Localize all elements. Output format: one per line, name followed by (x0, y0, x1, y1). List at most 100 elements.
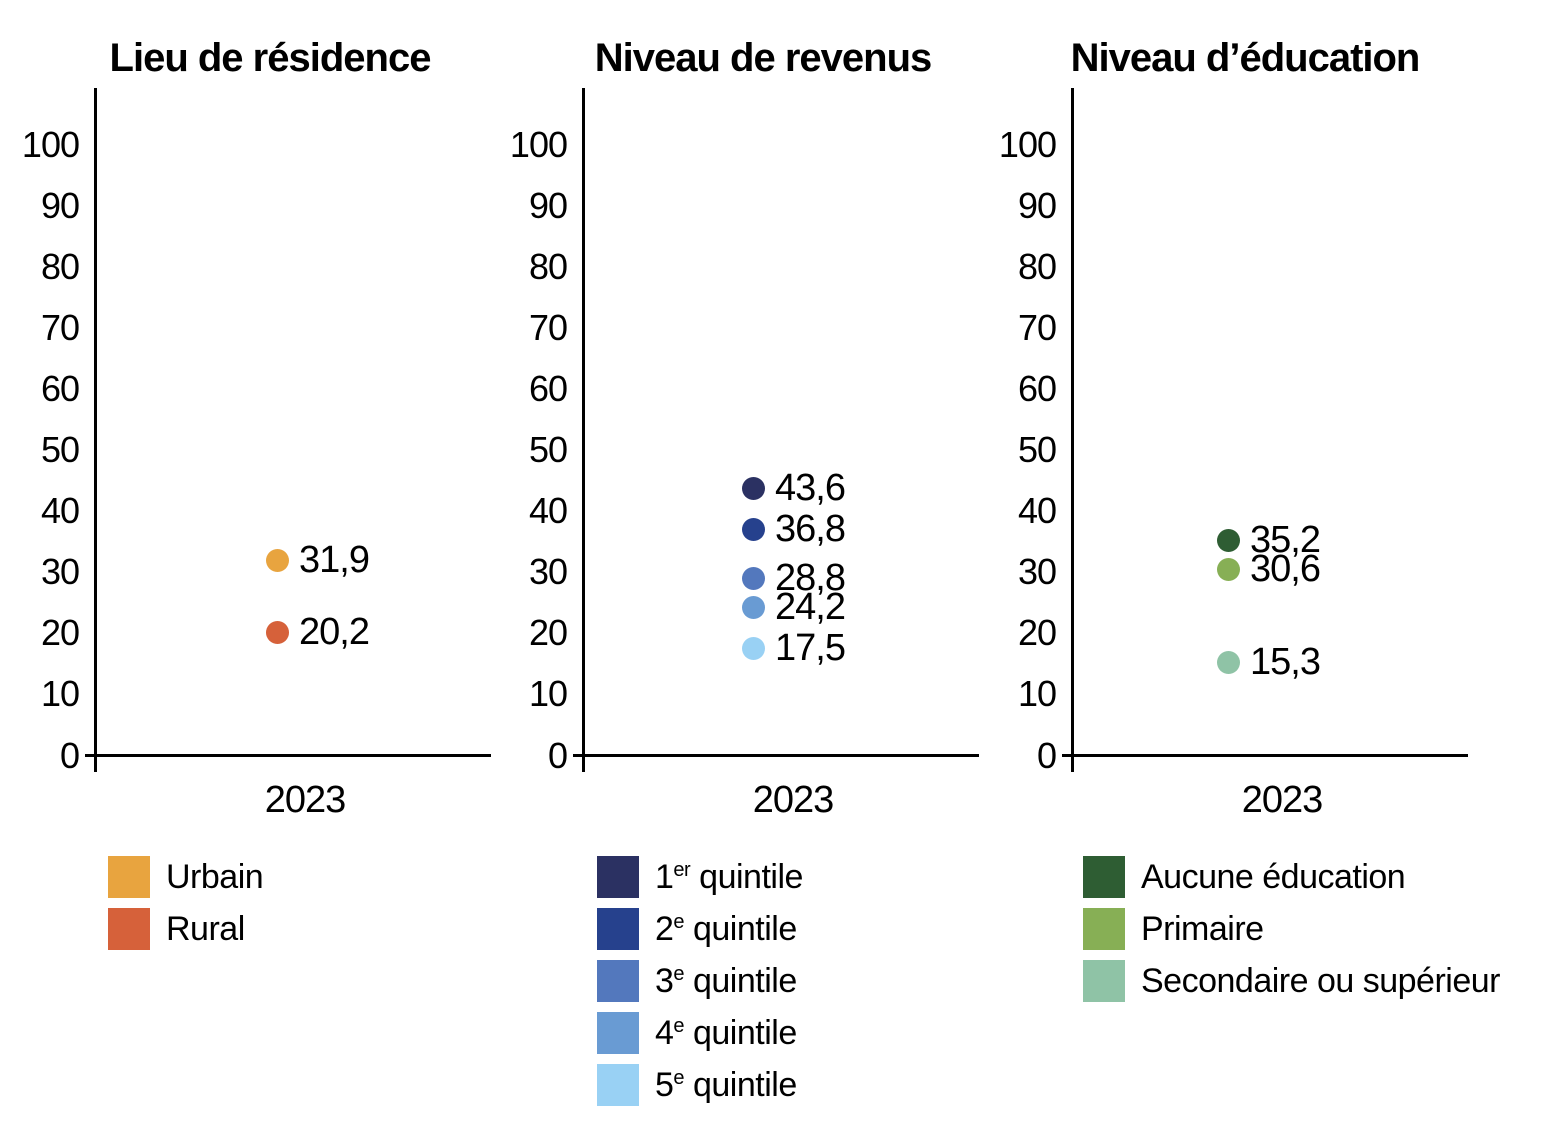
legend-swatch (1083, 856, 1125, 898)
legend-label: 3e quintile (655, 962, 797, 1000)
y-tick-label: 80 (528, 246, 568, 287)
data-point-dot (742, 476, 765, 500)
y-tick-label: 30 (528, 551, 568, 592)
data-point-q2: 36,8 (742, 508, 846, 550)
legend-swatch (597, 856, 639, 898)
y-tick-label: 50 (528, 429, 568, 470)
x-axis-label: 2023 (264, 779, 347, 821)
data-point-dot (742, 517, 765, 541)
legend-swatch (597, 960, 639, 1002)
legend-item-aucune: Aucune éducation (1083, 856, 1500, 898)
legend-item-urbain: Urbain (108, 856, 264, 898)
y-tick-label: 80 (40, 246, 80, 287)
panel-title: Niveau de revenus (594, 36, 933, 80)
y-tick-label: 70 (40, 307, 80, 348)
legend-label: Aucune éducation (1141, 858, 1406, 896)
legend-swatch (597, 1064, 639, 1106)
data-point-dot (266, 548, 289, 572)
y-tick-label: 0 (547, 735, 568, 776)
y-tick-label: 80 (1017, 246, 1057, 287)
legend-residence: Urbain Rural (108, 856, 264, 950)
y-tick-label: 100 (998, 124, 1057, 165)
data-point-q1: 43,6 (742, 467, 846, 509)
y-tick-label: 50 (1017, 429, 1057, 470)
legend-item-rural: Rural (108, 908, 263, 950)
y-tick-label: 10 (528, 673, 568, 714)
legend-item-primaire: Primaire (1083, 908, 1500, 950)
y-tick-label: 20 (1017, 612, 1057, 653)
y-tick-label: 50 (40, 429, 80, 470)
y-tick-label: 20 (40, 612, 80, 653)
data-point-value: 31,9 (299, 539, 370, 581)
y-tick-label: 60 (40, 368, 80, 409)
data-point-dot (1217, 557, 1240, 581)
legend-label: Urbain (166, 858, 264, 896)
legend-item-q1: 1er quintile (597, 856, 803, 898)
y-tick-label: 10 (40, 673, 80, 714)
data-point-q4: 24,2 (742, 586, 846, 628)
legend-swatch (1083, 960, 1125, 1002)
data-point-dot (1217, 650, 1240, 674)
x-axis-line (573, 754, 979, 757)
legend-revenus: 1er quintile 2e quintile 3e quintile 4e … (597, 856, 803, 1106)
y-tick-label: 30 (1017, 551, 1057, 592)
y-tick-label: 70 (528, 307, 568, 348)
data-point-primaire: 30,6 (1217, 549, 1321, 589)
y-tick-label: 60 (1017, 368, 1057, 409)
legend-swatch (1083, 908, 1125, 950)
y-tick-label: 60 (528, 368, 568, 409)
x-axis-line (85, 754, 491, 757)
legend-label: Primaire (1141, 910, 1264, 948)
legend-item-q4: 4e quintile (597, 1012, 803, 1054)
legend-swatch (108, 856, 150, 898)
legend-education: Aucune éducation Primaire Secondaire ou … (1083, 856, 1500, 1002)
y-tick-label: 70 (1017, 307, 1057, 348)
data-point-dot (266, 620, 289, 644)
x-axis-line (1062, 754, 1468, 757)
data-point-q5: 17,5 (742, 627, 846, 669)
legend-swatch (597, 908, 639, 950)
data-point-value: 24,2 (775, 586, 846, 628)
y-tick-label: 20 (528, 612, 568, 653)
data-point-q3: 28,8 (742, 557, 846, 599)
data-point-value: 15,3 (1250, 641, 1321, 683)
data-point-dot (742, 566, 765, 590)
data-point-value: 43,6 (775, 467, 846, 509)
y-tick-label: 30 (40, 551, 80, 592)
y-tick-label: 40 (40, 490, 80, 531)
data-point-aucune: 35,2 (1217, 519, 1321, 561)
data-point-value: 28,8 (775, 557, 846, 599)
legend-label: 1er quintile (655, 858, 803, 896)
y-tick-label: 10 (1017, 673, 1057, 714)
y-axis-line (582, 88, 585, 772)
y-tick-label: 100 (21, 124, 80, 165)
y-tick-label: 40 (1017, 490, 1057, 531)
x-axis-label: 2023 (1241, 779, 1324, 821)
data-point-value: 35,2 (1250, 519, 1321, 561)
legend-label: 4e quintile (655, 1014, 797, 1052)
data-point-dot (742, 595, 765, 619)
y-tick-label: 0 (59, 735, 80, 776)
y-tick-label: 90 (40, 185, 80, 226)
legend-item-q3: 3e quintile (597, 960, 803, 1002)
legend-label: 5e quintile (655, 1066, 797, 1104)
legend-label: Secondaire ou supérieur (1141, 962, 1500, 1000)
legend-swatch (108, 908, 150, 950)
data-point-value: 36,8 (775, 508, 846, 550)
y-tick-label: 90 (528, 185, 568, 226)
y-tick-label: 100 (509, 124, 568, 165)
y-tick-label: 0 (1036, 735, 1057, 776)
y-axis-line (1071, 88, 1074, 772)
panel-title: Niveau d’éducation (1070, 36, 1421, 80)
legend-label: Rural (166, 910, 245, 948)
y-tick-label: 40 (528, 490, 568, 531)
data-point-secondaire: 15,3 (1217, 641, 1321, 683)
legend-item-q5: 5e quintile (597, 1064, 803, 1106)
data-point-value: 17,5 (775, 627, 846, 669)
data-point-urbain: 31,9 (266, 539, 370, 581)
legend-label: 2e quintile (655, 910, 797, 948)
x-axis-label: 2023 (752, 779, 835, 821)
panel-title: Lieu de résidence (109, 36, 432, 80)
legend-item-q2: 2e quintile (597, 908, 803, 950)
